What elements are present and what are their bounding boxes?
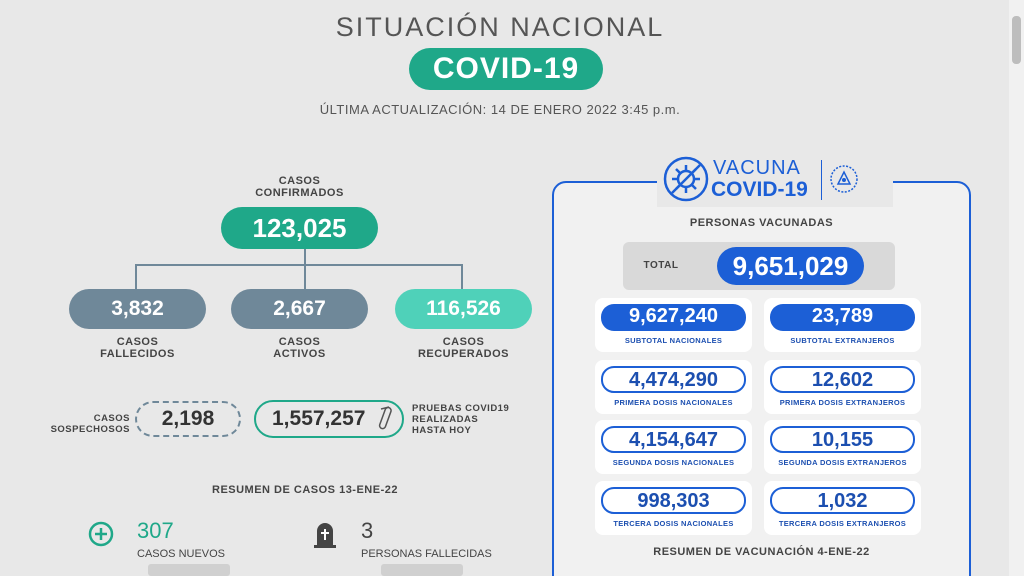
confirmed-label: CASOS CONFIRMADOS bbox=[255, 175, 344, 199]
tests-label: PRUEBAS COVID19 REALIZADAS HASTA HOY bbox=[412, 403, 510, 436]
covid-badge: COVID-19 bbox=[409, 48, 603, 90]
plus-circle-icon bbox=[88, 521, 114, 547]
summary-title: RESUMEN DE CASOS 13-ENE-22 bbox=[212, 484, 398, 496]
vaccine-card: 998,303 TERCERA DOSIS NACIONALES bbox=[595, 481, 752, 535]
card-label: TERCERA DOSIS EXTRANJEROS bbox=[778, 519, 907, 528]
logo-divider bbox=[821, 160, 822, 200]
card-label: PRIMERA DOSIS EXTRANJEROS bbox=[779, 398, 906, 407]
connector-line bbox=[461, 264, 463, 289]
coat-of-arms-icon bbox=[830, 165, 858, 193]
deceased-label: CASOS FALLECIDOS bbox=[100, 336, 175, 360]
total-label: TOTAL bbox=[643, 260, 679, 271]
vaccine-card: 23,789 SUBTOTAL EXTRANJEROS bbox=[764, 298, 921, 352]
scrollbar-thumb[interactable] bbox=[1012, 16, 1021, 64]
vaccine-card: 4,474,290 PRIMERA DOSIS NACIONALES bbox=[595, 360, 752, 414]
card-value: 4,154,647 bbox=[601, 426, 746, 453]
vaccinated-heading: PERSONAS VACUNADAS bbox=[689, 217, 834, 229]
tests-pill: 1,557,257 bbox=[254, 400, 404, 438]
connector-line bbox=[135, 264, 462, 266]
new-cases-detail bbox=[148, 564, 230, 576]
connector-line bbox=[304, 249, 306, 289]
vaccine-card: 9,627,240 SUBTOTAL NACIONALES bbox=[595, 298, 752, 352]
new-cases-value: 307 bbox=[137, 518, 174, 543]
card-label: SEGUNDA DOSIS NACIONALES bbox=[612, 458, 735, 467]
total-value: 9,651,029 bbox=[717, 247, 864, 285]
suspected-label: CASOS SOSPECHOSOS bbox=[50, 413, 130, 435]
recovered-value: 116,526 bbox=[395, 289, 532, 329]
tests-value: 1,557,257 bbox=[272, 407, 366, 430]
scrollbar[interactable] bbox=[1009, 0, 1024, 576]
card-label: SUBTOTAL EXTRANJEROS bbox=[790, 336, 895, 345]
page-title: SITUACIÓN NACIONAL bbox=[335, 12, 665, 42]
card-value: 10,155 bbox=[770, 426, 915, 453]
recovered-label: CASOS RECUPERADOS bbox=[417, 336, 510, 360]
vaccine-card: 4,154,647 SEGUNDA DOSIS NACIONALES bbox=[595, 420, 752, 474]
deaths-detail bbox=[381, 564, 463, 576]
active-label: CASOS ACTIVOS bbox=[273, 336, 326, 360]
card-label: SEGUNDA DOSIS EXTRANJEROS bbox=[778, 458, 907, 467]
deaths-value: 3 bbox=[361, 518, 374, 543]
vaccine-card: 12,602 PRIMERA DOSIS EXTRANJEROS bbox=[764, 360, 921, 414]
card-value: 23,789 bbox=[770, 304, 915, 331]
vaccination-summary-title: RESUMEN DE VACUNACIÓN 4-ENE-22 bbox=[653, 546, 870, 558]
card-value: 9,627,240 bbox=[601, 304, 746, 331]
virus-icon bbox=[663, 156, 709, 202]
tombstone-icon bbox=[314, 523, 336, 548]
card-label: SUBTOTAL NACIONALES bbox=[624, 336, 723, 345]
vaccine-card: 1,032 TERCERA DOSIS EXTRANJEROS bbox=[764, 481, 921, 535]
card-label: PRIMERA DOSIS NACIONALES bbox=[614, 398, 733, 407]
deaths-label: PERSONAS FALLECIDAS bbox=[361, 548, 492, 560]
card-value: 4,474,290 bbox=[601, 366, 746, 393]
suspected-value: 2,198 bbox=[135, 401, 241, 437]
vaccine-logo-word-1: VACUNA bbox=[713, 157, 801, 179]
vaccine-card: 10,155 SEGUNDA DOSIS EXTRANJEROS bbox=[764, 420, 921, 474]
deceased-value: 3,832 bbox=[69, 289, 206, 329]
test-tube-icon bbox=[378, 406, 392, 430]
confirmed-value: 123,025 bbox=[221, 207, 378, 249]
last-updated: ÚLTIMA ACTUALIZACIÓN: 14 DE ENERO 2022 3… bbox=[319, 102, 681, 117]
connector-line bbox=[135, 264, 137, 289]
card-value: 12,602 bbox=[770, 366, 915, 393]
active-value: 2,667 bbox=[231, 289, 368, 329]
card-label: TERCERA DOSIS NACIONALES bbox=[613, 519, 734, 528]
card-value: 998,303 bbox=[601, 487, 746, 514]
new-cases-label: CASOS NUEVOS bbox=[137, 548, 226, 560]
vaccine-logo-word-2: COVID-19 bbox=[711, 178, 808, 201]
card-value: 1,032 bbox=[770, 487, 915, 514]
